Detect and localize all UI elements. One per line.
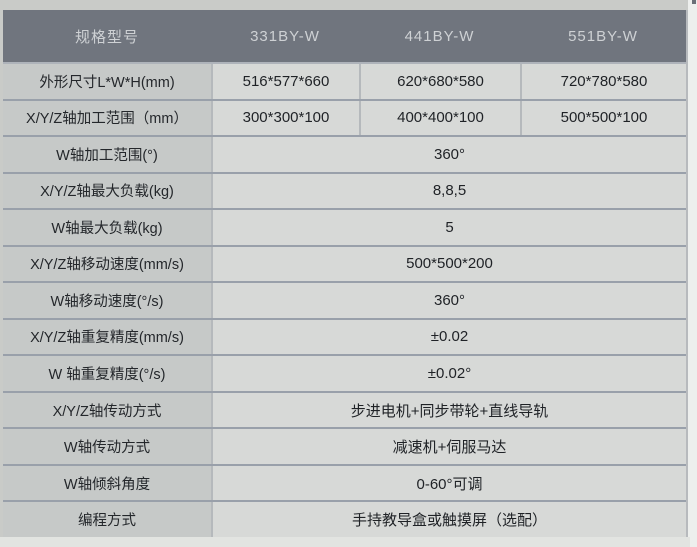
table-row: W轴传动方式 减速机+伺服马达 [3,427,686,464]
cell-value-span: 0-60°可调 [211,465,686,501]
row-label: W轴倾斜角度 [3,465,211,501]
header-cell-model-3: 551BY-W [568,27,638,45]
cell-value: 500*500*100 [520,100,686,136]
spec-table: 规格型号 331BY-W 441BY-W 551BY-W 外形尺寸L*W*H(m… [3,10,688,537]
corner-artifact [692,0,696,4]
row-label: W轴移动速度(°/s) [3,283,211,318]
table-row: X/Y/Z轴移动速度(mm/s) 500*500*200 [3,244,686,282]
cell-value-span: 360° [211,283,686,318]
bottom-margin-strip [0,537,690,547]
row-label: X/Y/Z轴最大负载(kg) [3,173,211,209]
row-label: W轴传动方式 [3,429,211,464]
row-label: W 轴重复精度(°/s) [3,356,211,391]
cell-value-span: 5 [211,210,686,245]
cell-value-span: 步进电机+同步带轮+直线导轨 [211,392,686,428]
cell-value: 516*577*660 [211,64,359,99]
row-label: W轴加工范围(°) [3,137,211,172]
table-row: X/Y/Z轴传动方式 步进电机+同步带轮+直线导轨 [3,390,686,428]
row-label: X/Y/Z轴重复精度(mm/s) [3,319,211,355]
table-row: W 轴重复精度(°/s) ±0.02° [3,354,686,391]
table-row: W轴最大负载(kg) 5 [3,208,686,245]
table-body: 外形尺寸L*W*H(mm) 516*577*660 620*680*580 720*7… [3,62,686,537]
cell-value-span: 360° [211,137,686,172]
row-label: X/Y/Z轴移动速度(mm/s) [3,246,211,282]
header-cell-model-2: 441BY-W [404,27,475,45]
cell-value-span: 手持教导盒或触摸屏（选配） [211,502,686,537]
cell-value-span: 8,8,5 [211,173,686,209]
table-row: X/Y/Z轴重复精度(mm/s) ±0.02 [3,317,686,355]
cell-value-span: 减速机+伺服马达 [211,429,686,464]
cell-value-span: ±0.02 [211,319,686,355]
cell-value: 300*300*100 [211,100,359,136]
table-row: 编程方式 手持教导盒或触摸屏（选配） [3,500,686,537]
table-row: X/Y/Z轴最大负载(kg) 8,8,5 [3,171,686,209]
row-label: X/Y/Z轴加工范围（mm） [3,100,211,136]
table-row: W轴移动速度(°/s) 360° [3,281,686,318]
table-row: 外形尺寸L*W*H(mm) 516*577*660 620*680*580 720*7… [3,62,686,99]
cell-value-span: ±0.02° [211,356,686,391]
cell-value: 400*400*100 [359,100,520,136]
cell-value: 720*780*580 [520,64,686,99]
table-row: W轴加工范围(°) 360° [3,135,686,172]
row-label: W轴最大负载(kg) [3,210,211,245]
row-label: 外形尺寸L*W*H(mm) [3,64,211,99]
table-row: X/Y/Z轴加工范围（mm） 300*300*100 400*400*100 500*… [3,98,686,136]
header-cell-spec-model: 规格型号 [74,28,139,46]
cell-value: 620*680*580 [359,64,520,99]
table-row: W轴倾斜角度 0-60°可调 [3,463,686,501]
header-cell-model-1: 331BY-W [250,27,320,45]
right-margin-strip [688,0,697,547]
row-label: 编程方式 [3,502,211,537]
row-label: X/Y/Z轴传动方式 [3,392,211,428]
table-header-row: 规格型号 331BY-W 441BY-W 551BY-W [3,10,686,62]
cell-value-span: 500*500*200 [211,246,686,282]
